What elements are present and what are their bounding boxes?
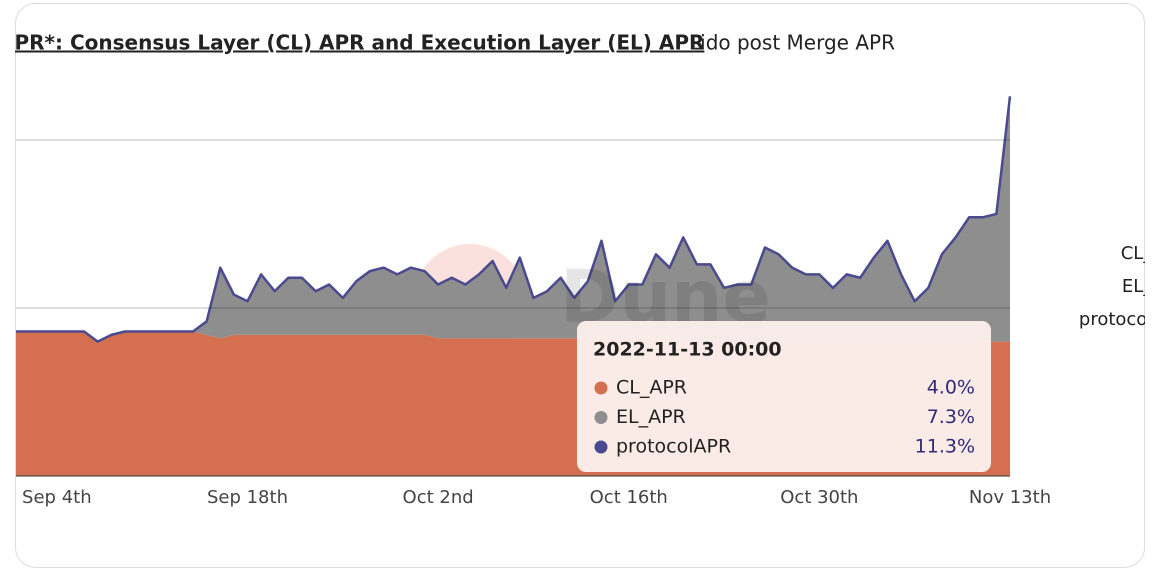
legend-entry: CL_APR xyxy=(1121,243,1154,264)
chart-subtitle: Lido post Merge APR xyxy=(689,31,895,55)
x-tick-label: Oct 2nd xyxy=(403,487,474,508)
tooltip-name: protocolAPR xyxy=(616,436,731,458)
x-tick-label: Oct 30th xyxy=(780,487,858,508)
tooltip-swatch xyxy=(594,440,608,454)
tooltip-value: 4.0% xyxy=(927,377,975,399)
legend-entry: EL_APR xyxy=(1122,276,1154,297)
x-tick-label: Sep 18th xyxy=(207,487,288,508)
tooltip-title: 2022-11-13 00:00 xyxy=(593,339,782,361)
tooltip-value: 7.3% xyxy=(927,406,975,428)
tooltip-value: 11.3% xyxy=(915,436,975,458)
tooltip-box xyxy=(577,321,991,472)
x-tick-label: Nov 13th xyxy=(969,487,1051,508)
tooltip-name: CL_APR xyxy=(616,377,687,399)
tooltip: 2022-11-13 00:00 CL_APR 4.0% EL_APR 7.3% prot… xyxy=(577,321,991,472)
tooltip-swatch xyxy=(594,381,608,395)
tooltip-name: EL_APR xyxy=(616,406,686,428)
tooltip-swatch xyxy=(594,411,608,424)
chart-body: APR*: Consensus Layer (CL) APR and Execu… xyxy=(0,31,1154,509)
legend-entry: protocolAPR xyxy=(1079,309,1154,330)
x-tick-label: Sep 4th xyxy=(22,487,92,508)
line xyxy=(16,96,1012,343)
chart-title[interactable]: APR*: Consensus Layer (CL) APR and Execu… xyxy=(0,31,704,55)
x-tick-label: Oct 16th xyxy=(590,487,668,508)
